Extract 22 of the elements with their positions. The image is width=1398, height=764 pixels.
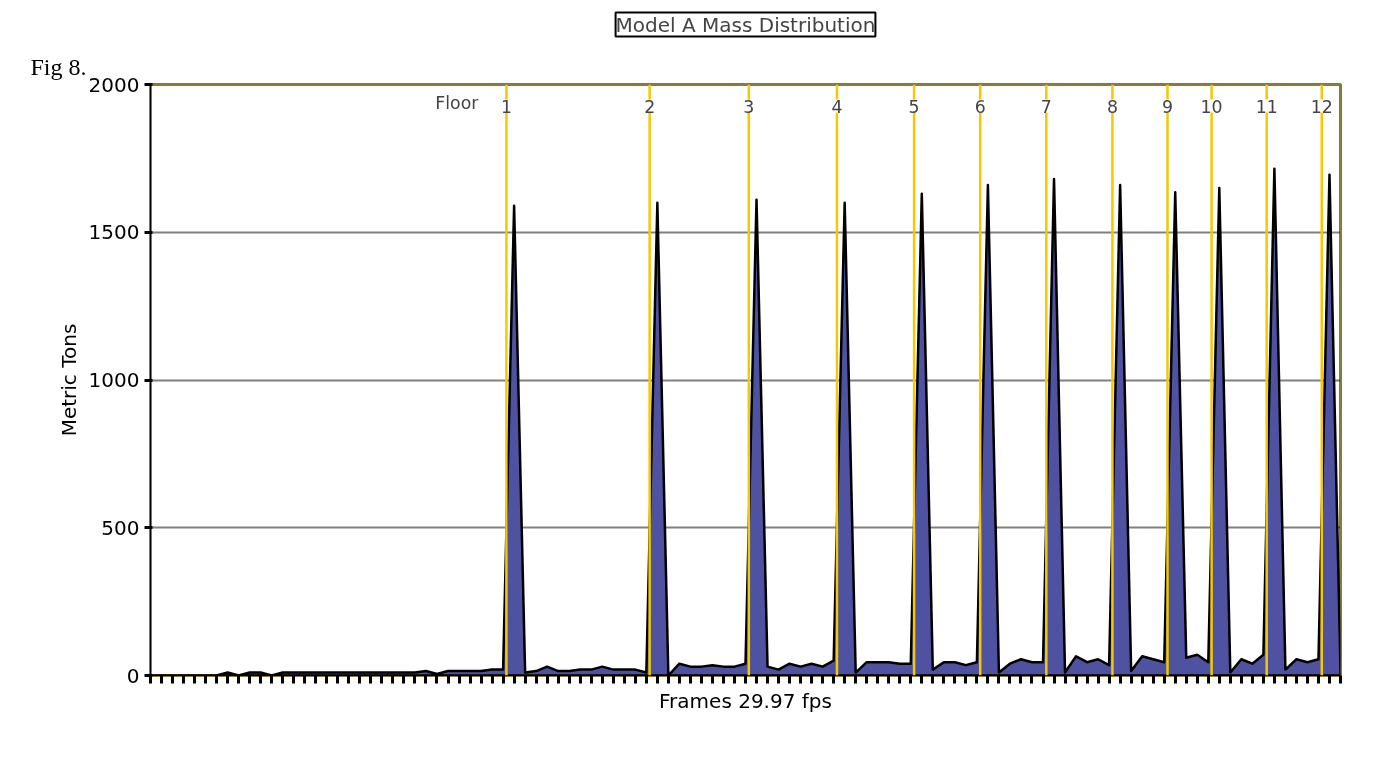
y-tick-label: 2000 xyxy=(88,72,140,97)
annotation: 1 xyxy=(500,96,512,117)
annotation: 12 xyxy=(1310,96,1333,117)
annotation: 10 xyxy=(1200,96,1223,117)
annotation: 8 xyxy=(1106,96,1118,117)
chart-title: Model A Mass Distribution xyxy=(615,12,876,37)
annotation: 6 xyxy=(974,96,986,117)
annotation: 4 xyxy=(831,96,843,117)
annotation: 9 xyxy=(1162,96,1174,117)
y-tick-label: 1500 xyxy=(88,220,140,245)
y-tick-label: 500 xyxy=(101,515,140,540)
annotation: 7 xyxy=(1040,96,1052,117)
annotation: 5 xyxy=(908,96,920,117)
annotation: 2 xyxy=(644,96,656,117)
x-axis-title: Frames 29.97 fps xyxy=(659,688,832,713)
caption: Fig 8. xyxy=(30,53,87,80)
y-tick-label: 1000 xyxy=(88,368,140,392)
y-axis-title: Metric Tons xyxy=(56,323,81,437)
annotation: 11 xyxy=(1255,96,1278,117)
annotation: 3 xyxy=(743,96,755,117)
y-tick-label: 0 xyxy=(126,663,140,688)
annotation: Floor xyxy=(435,92,480,113)
